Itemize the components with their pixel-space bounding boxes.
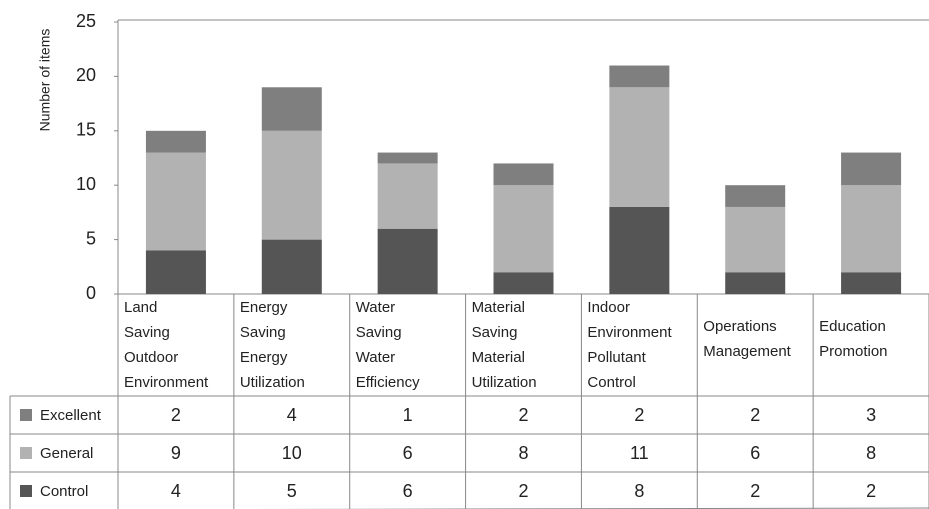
legend-swatch [20, 447, 32, 459]
table-value: 9 [171, 443, 181, 463]
x-tick-label: Environment [587, 324, 672, 341]
x-tick-label: Efficiency [356, 374, 420, 391]
table-value: 10 [282, 443, 302, 463]
table-value: 1 [403, 405, 413, 425]
y-axis-label: Number of items [37, 29, 53, 132]
legend-label: Excellent [40, 407, 102, 424]
x-tick-label: Saving [240, 324, 286, 341]
table-value: 8 [518, 443, 528, 463]
legend-swatch [20, 409, 32, 421]
bar-segment [493, 163, 554, 186]
bar-segment [377, 228, 438, 294]
x-tick-label: Control [587, 374, 635, 391]
bar-segment [841, 152, 902, 186]
bar-segment [725, 272, 786, 294]
bar-segment [377, 152, 438, 164]
table-value: 2 [866, 481, 876, 501]
table-value: 2 [518, 405, 528, 425]
table-value: 4 [171, 481, 181, 501]
table-value: 4 [287, 405, 297, 425]
table-value: 8 [634, 481, 644, 501]
table-value: 6 [403, 443, 413, 463]
bar-segment [841, 272, 902, 294]
bar-segment [609, 87, 670, 207]
x-tick-label: Energy [240, 299, 288, 316]
table-value: 8 [866, 443, 876, 463]
x-tick-label: Promotion [819, 343, 887, 360]
x-tick-label: Water [356, 349, 395, 366]
y-tick-label: 20 [76, 65, 96, 85]
x-tick-label: Utilization [472, 374, 537, 391]
y-tick-label: 5 [86, 228, 96, 248]
x-tick-label: Saving [472, 324, 518, 341]
legend-label: Control [40, 483, 88, 500]
table-line [239, 507, 929, 509]
bar-segment [261, 87, 322, 131]
x-tick-label: Energy [240, 349, 288, 366]
x-tick-label: Material [472, 299, 525, 316]
bar-segment [841, 185, 902, 273]
x-tick-label: Education [819, 318, 886, 335]
table-value: 3 [866, 405, 876, 425]
y-tick-label: 10 [76, 174, 96, 194]
y-tick-label: 25 [76, 11, 96, 31]
bar-segment [493, 272, 554, 294]
y-tick-label: 0 [86, 283, 96, 303]
table-value: 6 [403, 481, 413, 501]
bar-segment [145, 152, 206, 251]
table-value: 2 [750, 405, 760, 425]
table-value: 5 [287, 481, 297, 501]
legend-swatch [20, 485, 32, 497]
x-tick-label: Material [472, 349, 525, 366]
bar-segment [609, 65, 670, 88]
bar-segment [725, 206, 786, 273]
legend-label: General [40, 445, 93, 462]
x-tick-label: Management [703, 343, 791, 360]
table-value: 2 [171, 405, 181, 425]
bar-segment [725, 185, 786, 207]
bar-segment [145, 250, 206, 294]
x-tick-label: Operations [703, 318, 776, 335]
x-tick-label: Water [356, 299, 395, 316]
table-value: 2 [750, 481, 760, 501]
bar-segment [145, 130, 206, 153]
table-value: 11 [630, 443, 649, 463]
table-value: 2 [518, 481, 528, 501]
x-tick-label: Land [124, 299, 157, 316]
x-tick-label: Outdoor [124, 349, 178, 366]
table-value: 2 [634, 405, 644, 425]
x-tick-label: Pollutant [587, 349, 646, 366]
table-value: 6 [750, 443, 760, 463]
bar-segment [261, 130, 322, 240]
x-tick-label: Environment [124, 374, 209, 391]
x-tick-label: Indoor [587, 299, 630, 316]
x-tick-label: Saving [124, 324, 170, 341]
bar-segment [377, 163, 438, 229]
bar-segment [493, 185, 554, 273]
bar-segment [609, 206, 670, 294]
x-tick-label: Saving [356, 324, 402, 341]
x-tick-label: Utilization [240, 374, 305, 391]
y-tick-label: 15 [76, 120, 96, 140]
bar-segment [261, 239, 322, 294]
